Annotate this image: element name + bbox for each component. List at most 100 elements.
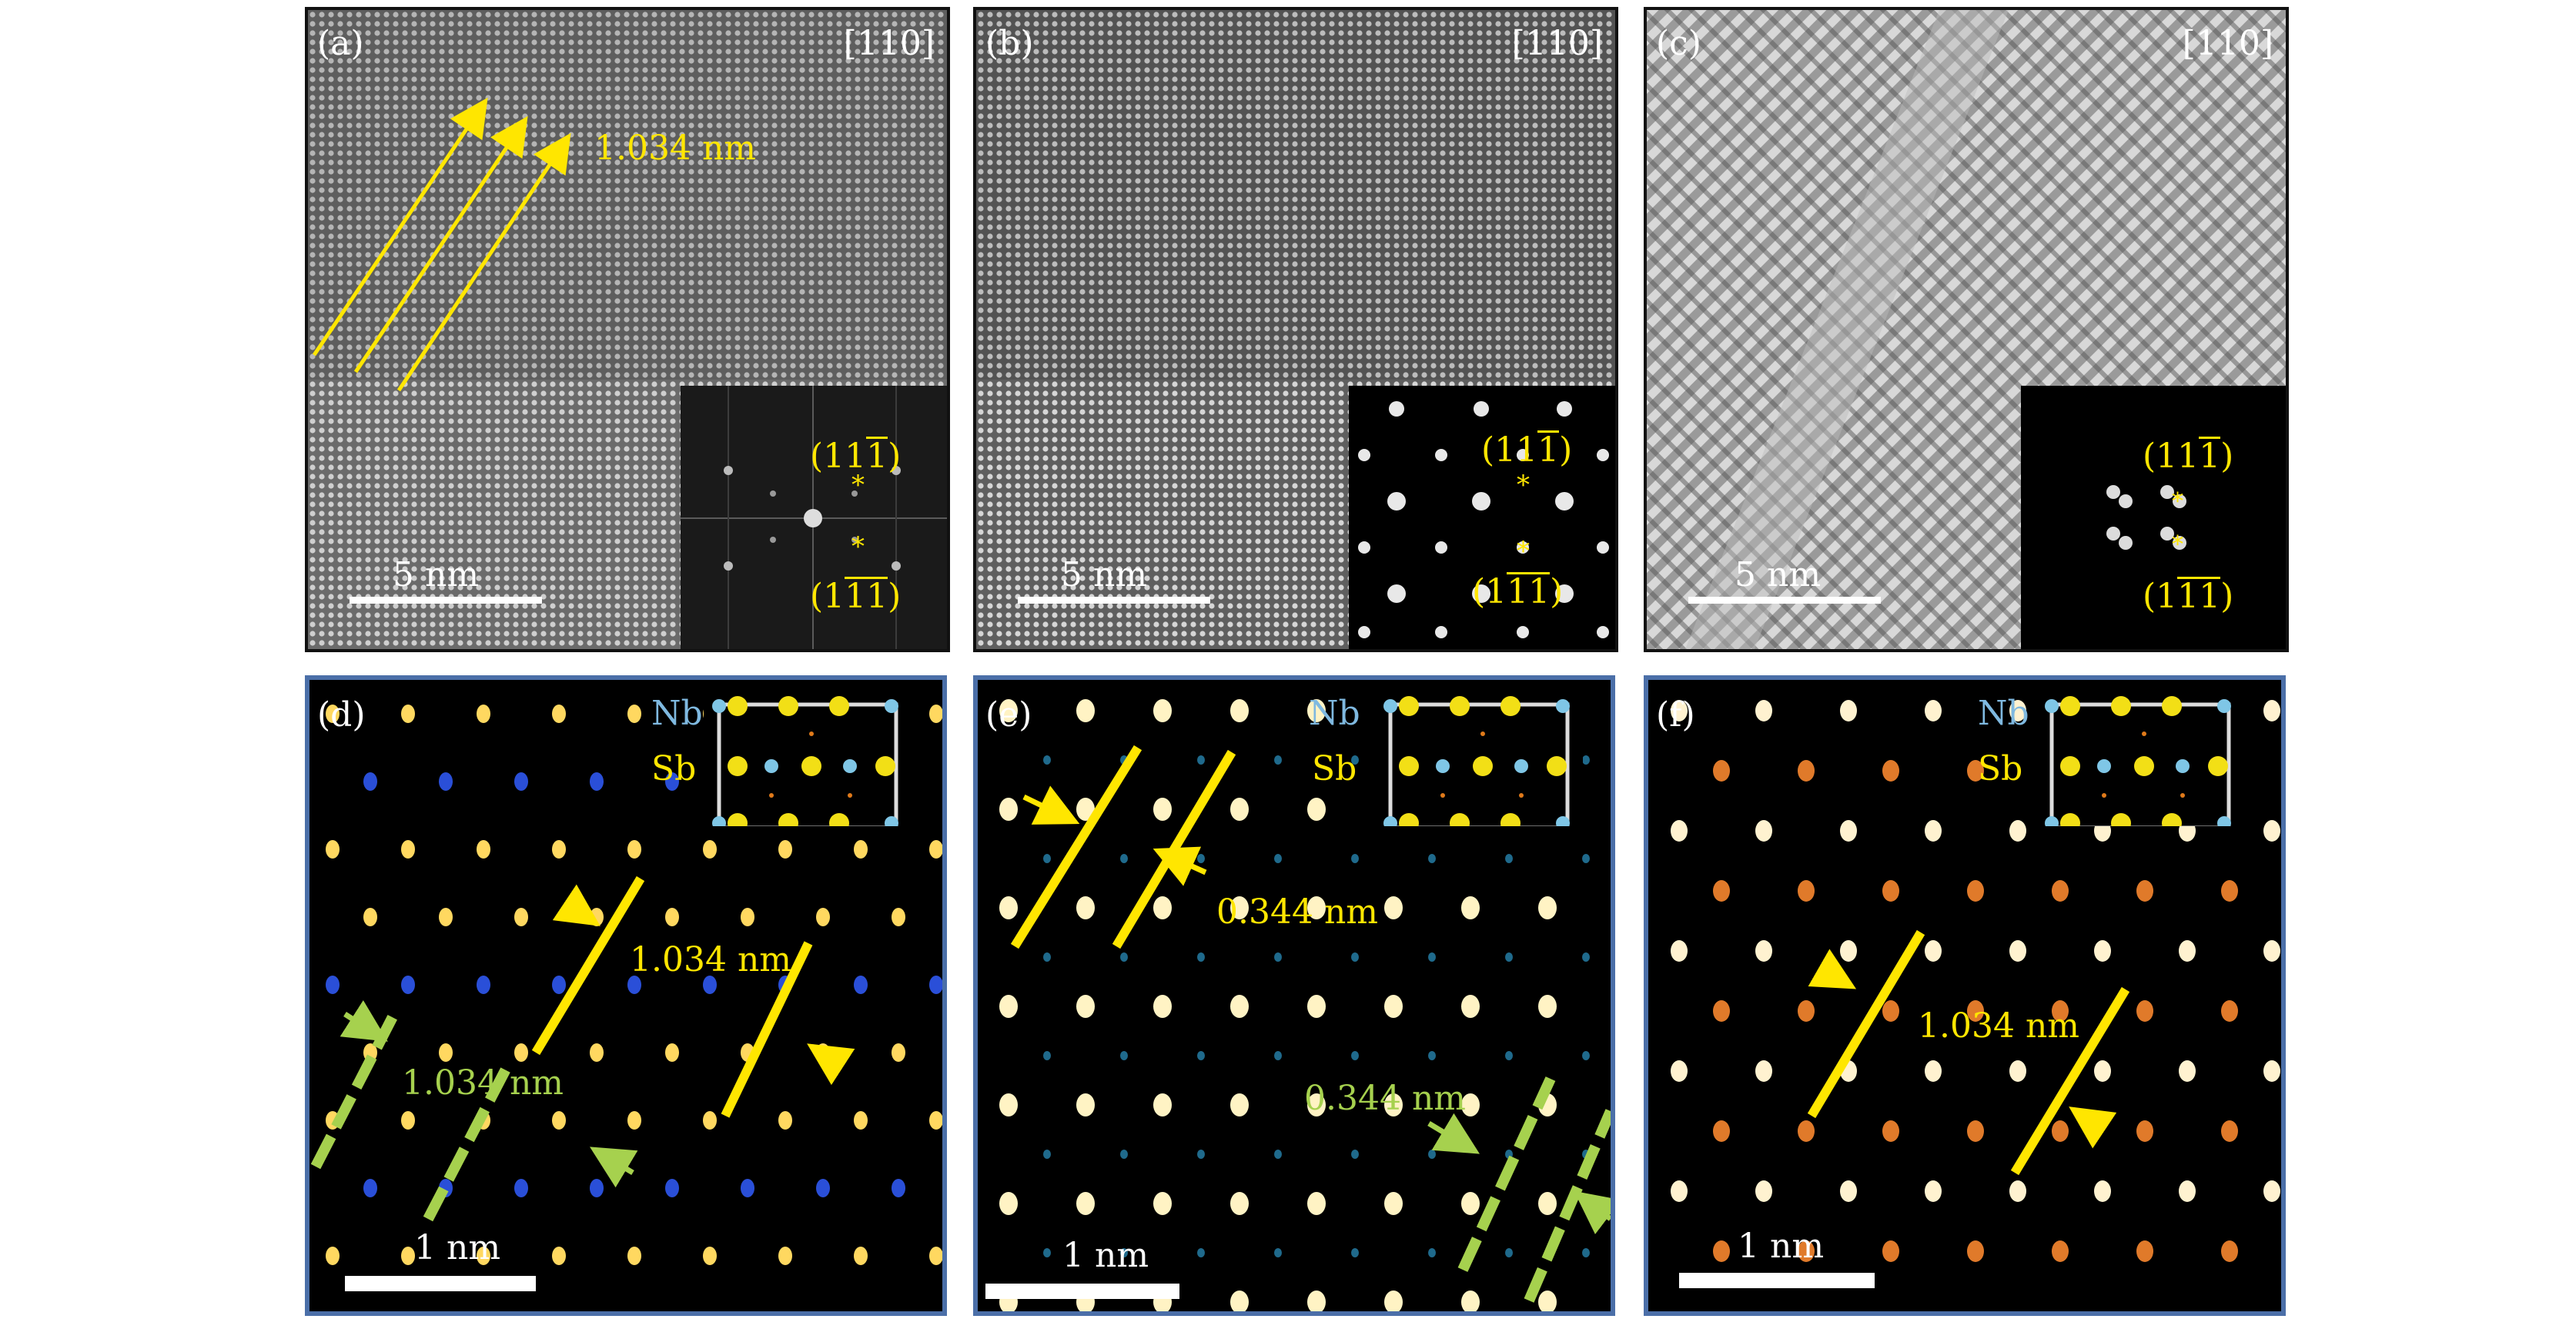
atom-column — [1351, 1150, 1359, 1159]
atom-column — [1274, 755, 1282, 765]
atom-column — [1230, 995, 1249, 1018]
atom-column — [1076, 896, 1095, 919]
atom-column — [552, 1247, 566, 1265]
atom-column — [1538, 1291, 1557, 1311]
atom-column — [1384, 1192, 1403, 1215]
atom-column — [665, 772, 679, 791]
atom-column — [477, 840, 490, 859]
atom-column — [1307, 699, 1326, 722]
fft-mask-inset: * * (11 1) (1 1 1) — [1349, 386, 1615, 649]
sb-label: Sb — [651, 749, 697, 788]
atom-column — [326, 976, 340, 994]
atom-column — [401, 840, 415, 859]
atom-column — [929, 1111, 942, 1130]
haadf-atom-image — [326, 705, 942, 1265]
atom-column — [1713, 760, 1730, 782]
atom-column — [1882, 880, 1899, 902]
atom-column — [1461, 896, 1480, 919]
atom-column — [1384, 1291, 1403, 1311]
yellow-spacing-label: 1.034 nm — [630, 940, 792, 979]
atom-column — [1274, 952, 1282, 962]
atom-column — [1798, 1120, 1815, 1142]
atom-column — [1967, 1120, 1984, 1142]
atom-column — [1230, 699, 1249, 722]
atom-column — [1351, 755, 1359, 765]
atom-column — [1582, 952, 1590, 962]
atom-column — [1076, 995, 1095, 1018]
atom-column — [1230, 1192, 1249, 1215]
atom-column — [1505, 854, 1513, 863]
atom-column — [999, 896, 1018, 919]
atom-column — [892, 1179, 905, 1197]
atom-column — [2221, 1000, 2238, 1022]
atom-column — [514, 908, 528, 926]
atom-column — [999, 1192, 1018, 1215]
atom-column — [2009, 1060, 2026, 1082]
atom-column — [1755, 820, 1772, 842]
atom-column — [1153, 995, 1172, 1018]
sb-label: Sb — [1312, 749, 1357, 788]
atom-column — [1882, 1000, 1899, 1022]
atom-column — [401, 705, 415, 723]
atom-column — [439, 772, 453, 791]
atom-column — [627, 705, 641, 723]
atom-column — [1197, 1150, 1205, 1159]
atom-column — [326, 705, 340, 723]
atom-column — [2221, 880, 2238, 902]
atom-column — [477, 976, 490, 994]
atom-column — [892, 1043, 905, 1062]
atom-column — [1925, 940, 1942, 962]
atom-column — [1384, 995, 1403, 1018]
scale-bar-label: 1 nm — [414, 1228, 501, 1267]
atom-column — [999, 798, 1018, 821]
atom-column — [2009, 820, 2026, 842]
atom-column — [703, 1111, 717, 1130]
fft-mask-pattern: * * — [2106, 485, 2186, 558]
atom-column — [1230, 1093, 1249, 1116]
atom-column — [439, 1043, 453, 1062]
fft-mask-pattern: * * — [1358, 401, 1609, 638]
panel-label: (c) — [1656, 24, 1701, 63]
atom-column — [1043, 1150, 1051, 1159]
inverse-fft-image — [1647, 10, 2286, 649]
atom-column — [929, 840, 942, 859]
atom-column — [2263, 1060, 2280, 1082]
atom-column — [999, 995, 1018, 1018]
atom-column — [1043, 854, 1051, 863]
atom-column — [1076, 1093, 1095, 1116]
atom-column — [703, 840, 717, 859]
zone-axis-label: [110] — [1511, 24, 1603, 63]
atom-column — [1076, 699, 1095, 722]
atom-column — [477, 705, 490, 723]
atom-column — [401, 1111, 415, 1130]
atom-column — [627, 1247, 641, 1265]
atom-column — [1505, 1051, 1513, 1060]
atom-column — [326, 840, 340, 859]
atom-column — [1120, 1150, 1128, 1159]
panel-d: (d) Nb Sb 1.034 nm 1.034 nm 1 nm — [305, 675, 947, 1316]
atom-column — [854, 1247, 868, 1265]
atom-column — [326, 1247, 340, 1265]
atom-column — [1153, 699, 1172, 722]
atom-column — [1798, 760, 1815, 782]
atom-column — [1925, 1060, 1942, 1082]
atom-column — [1120, 1248, 1128, 1257]
scale-bar — [985, 1284, 1179, 1299]
panel-label: (b) — [985, 24, 1034, 63]
atom-column — [2094, 940, 2111, 962]
atom-column — [1307, 1192, 1326, 1215]
fft-inset: * * (11 1) (1 1 1) — [681, 386, 947, 649]
atom-column — [363, 908, 377, 926]
atom-column — [2263, 820, 2280, 842]
atom-column — [2052, 1000, 2069, 1022]
atom-column — [665, 1179, 679, 1197]
atom-column — [1461, 1093, 1480, 1116]
atom-column — [778, 1111, 792, 1130]
atom-column — [477, 1247, 490, 1265]
fft-index-bottom: (1 1 1) — [810, 577, 902, 616]
atom-column — [627, 1111, 641, 1130]
atom-column — [1043, 952, 1051, 962]
atom-column — [2136, 1240, 2153, 1262]
atom-column — [703, 976, 717, 994]
sb-label: Sb — [1978, 749, 2023, 788]
